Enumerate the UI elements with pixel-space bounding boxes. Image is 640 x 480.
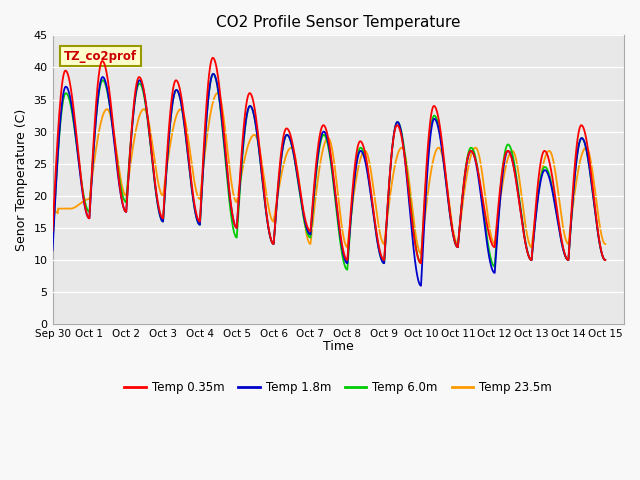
X-axis label: Time: Time [323,340,353,353]
Title: CO2 Profile Sensor Temperature: CO2 Profile Sensor Temperature [216,15,460,30]
Text: TZ_co2prof: TZ_co2prof [64,50,137,63]
Y-axis label: Senor Temperature (C): Senor Temperature (C) [15,108,28,251]
Legend: Temp 0.35m, Temp 1.8m, Temp 6.0m, Temp 23.5m: Temp 0.35m, Temp 1.8m, Temp 6.0m, Temp 2… [120,377,556,399]
